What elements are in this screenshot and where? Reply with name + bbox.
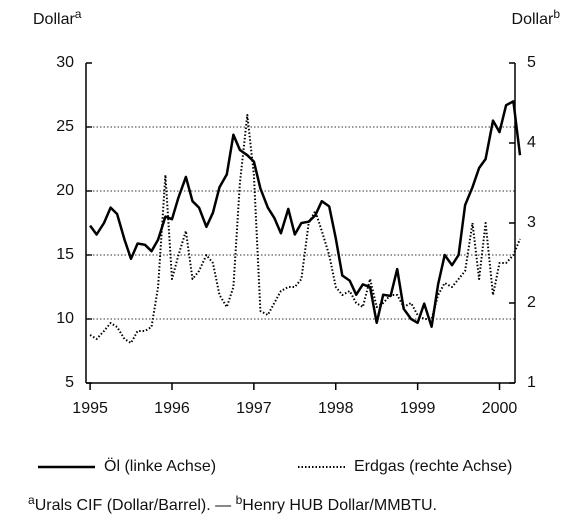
legend-label: Öl (linke Achse) (104, 457, 216, 475)
footnote: aUrals CIF (Dollar/Barrel). — bHenry HUB… (28, 493, 437, 514)
y-tick-label: 15 (56, 246, 74, 263)
y2-tick-label: 5 (527, 54, 536, 71)
series-line (89, 114, 521, 344)
y-axis-label-text: Dollar (33, 11, 75, 28)
x-tick-label: 2000 (482, 400, 518, 417)
x-tick-label: 1995 (72, 400, 108, 417)
y-tick-label: 10 (56, 310, 74, 327)
y2-axis-label-text: Dollar (512, 11, 554, 28)
y-tick-label: 5 (65, 374, 74, 391)
y2-axis-label-marker: b (553, 7, 560, 21)
y-axis-label: Dollara (33, 7, 82, 28)
x-tick-label: 1998 (318, 400, 354, 417)
legend-label: Erdgas (rechte Achse) (354, 458, 512, 475)
y-tick-label: 25 (56, 118, 74, 135)
y2-axis-label: Dollarb (512, 7, 561, 28)
footnote-text: Urals CIF (Dollar/Barrel). — (35, 497, 236, 514)
series-line (89, 100, 522, 328)
y2-tick-label: 4 (527, 134, 536, 151)
y-tick-label: 30 (56, 54, 74, 71)
footnote-marker: b (236, 493, 243, 507)
x-tick-label: 1997 (236, 400, 272, 417)
x-tick-label: 1999 (400, 400, 436, 417)
y2-tick-label: 2 (527, 294, 536, 311)
y-tick-label: 20 (56, 182, 74, 199)
y-axis-label-marker: a (75, 7, 82, 21)
y2-tick-label: 1 (527, 374, 536, 391)
footnote-marker: a (28, 493, 35, 507)
footnote-text: Henry HUB Dollar/MMBTU. (242, 497, 437, 514)
y2-tick-label: 3 (527, 214, 536, 231)
x-tick-label: 1996 (154, 400, 190, 417)
